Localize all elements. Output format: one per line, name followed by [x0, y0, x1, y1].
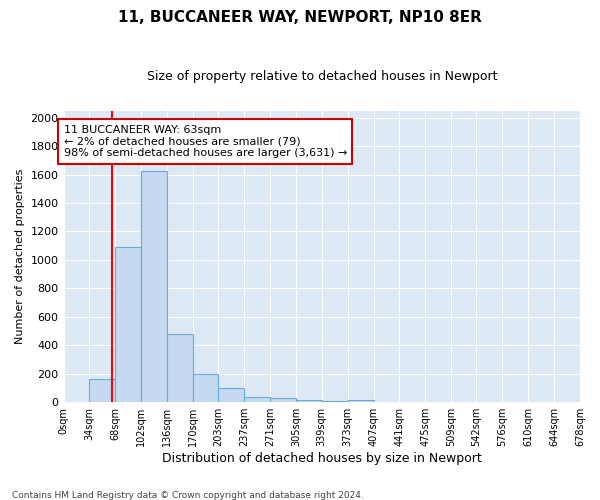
Text: Contains HM Land Registry data © Crown copyright and database right 2024.: Contains HM Land Registry data © Crown c… [12, 490, 364, 500]
Bar [322, 401, 347, 402]
Text: 11 BUCCANEER WAY: 63sqm
← 2% of detached houses are smaller (79)
98% of semi-det: 11 BUCCANEER WAY: 63sqm ← 2% of detached… [64, 125, 347, 158]
Bar [115, 247, 141, 402]
Bar [141, 171, 167, 402]
Bar [244, 397, 270, 402]
Text: 11, BUCCANEER WAY, NEWPORT, NP10 8ER: 11, BUCCANEER WAY, NEWPORT, NP10 8ER [118, 10, 482, 25]
Bar [89, 379, 115, 402]
Bar [167, 334, 193, 402]
Title: Size of property relative to detached houses in Newport: Size of property relative to detached ho… [146, 70, 497, 83]
Bar [218, 388, 244, 402]
Bar [270, 398, 296, 402]
Bar [347, 400, 374, 402]
Bar [193, 374, 218, 402]
Y-axis label: Number of detached properties: Number of detached properties [15, 168, 25, 344]
Bar [296, 400, 322, 402]
X-axis label: Distribution of detached houses by size in Newport: Distribution of detached houses by size … [162, 452, 482, 465]
